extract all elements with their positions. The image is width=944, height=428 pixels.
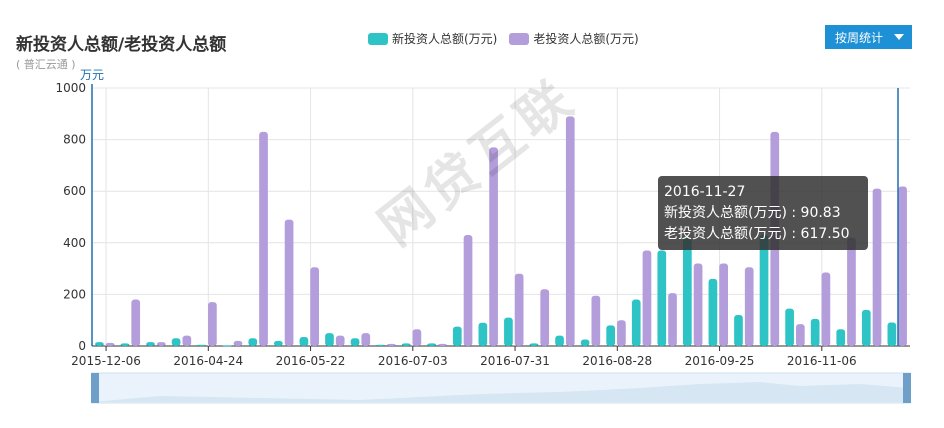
bar-old-investors [233, 340, 243, 346]
bar-new-investors [631, 299, 641, 346]
bar-new-investors [836, 329, 846, 346]
bar-new-investors [734, 315, 743, 346]
y-tick-label: 800 [63, 133, 86, 147]
bar-new-investors [759, 235, 769, 346]
y-tick-label: 400 [63, 236, 86, 250]
x-tick-label: 2015-12-06 [71, 354, 141, 368]
bar-old-investors [719, 263, 728, 346]
tooltip: 2016-11-27 新投资人总额(万元) : 90.83 老投资人总额(万元)… [658, 176, 868, 250]
x-tick-label: 2016-09-25 [685, 354, 755, 368]
legend-label-new: 新投资人总额(万元) [392, 32, 498, 46]
bar-new-investors [810, 318, 820, 346]
legend-item-new[interactable]: 新投资人总额(万元) [368, 30, 497, 47]
chart-subtitle: ( 普汇云通 ) [16, 58, 76, 71]
bar-old-investors [591, 295, 601, 346]
bar-old-investors [744, 267, 754, 346]
bar-new-investors [401, 343, 411, 346]
bar-old-investors [335, 335, 345, 346]
bar-old-investors [105, 342, 115, 346]
bar-new-investors [376, 344, 385, 346]
legend-swatch-new [368, 32, 388, 45]
zoom-handle-left[interactable] [91, 373, 99, 403]
bar-new-investors [478, 322, 488, 346]
bar-old-investors [693, 263, 703, 346]
bar-old-investors [898, 186, 907, 346]
bar-new-investors [785, 308, 794, 346]
bar-new-investors [887, 322, 897, 346]
bar-new-investors [683, 237, 692, 346]
bar-new-investors [504, 317, 513, 346]
bar-new-investors [95, 342, 104, 346]
bar-old-investors [617, 320, 626, 346]
bar-new-investors [427, 343, 437, 346]
bar-old-investors [514, 273, 524, 346]
period-button-label: 按周统计 [835, 30, 884, 45]
x-tick-label: 2016-07-03 [378, 354, 448, 368]
legend-label-old: 老投资人总额(万元) [533, 32, 639, 46]
bar-new-investors [529, 343, 539, 346]
zoom-handle-right[interactable] [903, 373, 911, 403]
bar-old-investors [540, 289, 550, 346]
bar-new-investors [222, 345, 232, 347]
bar-old-investors [310, 267, 319, 346]
bar-new-investors [248, 338, 258, 346]
bar-new-investors [606, 325, 616, 346]
bar-new-investors [350, 338, 360, 346]
bar-old-investors [872, 188, 882, 346]
bar-old-investors [156, 342, 166, 346]
x-tick-label: 2016-07-31 [480, 354, 550, 368]
x-tick-label: 2016-11-06 [787, 354, 857, 368]
bar-old-investors [182, 335, 192, 346]
bar-new-investors [580, 339, 590, 346]
bar-old-investors [438, 343, 447, 346]
y-tick-label: 0 [78, 339, 86, 353]
zoom-slider-preview [92, 382, 910, 402]
bar-new-investors [861, 309, 871, 346]
bar-old-investors [821, 272, 831, 346]
bar-old-investors [668, 293, 677, 346]
bar-new-investors [325, 333, 334, 346]
bar-old-investors [847, 237, 856, 346]
bar-old-investors [284, 219, 294, 346]
bar-old-investors [131, 299, 141, 346]
bar-old-investors [795, 324, 805, 346]
bar-new-investors [197, 344, 207, 346]
bar-old-investors [412, 329, 422, 346]
bar-new-investors [171, 338, 181, 346]
legend-item-old[interactable]: 老投资人总额(万元) [509, 30, 639, 47]
bar-new-investors [452, 326, 462, 346]
tooltip-line-old: 老投资人总额(万元) : 617.50 [664, 226, 850, 242]
bar-new-investors [274, 340, 283, 346]
bar-old-investors [565, 116, 575, 346]
period-dropdown-button[interactable]: 按周统计 [825, 25, 912, 49]
bar-old-investors [386, 343, 396, 346]
bar-new-investors [555, 335, 564, 346]
bar-new-investors [146, 342, 155, 346]
bar-new-investors [120, 343, 130, 346]
bar-new-investors [657, 250, 667, 346]
legend: 新投资人总额(万元) 老投资人总额(万元) [368, 30, 639, 47]
bar-new-investors [708, 278, 718, 346]
bar-new-investors [299, 336, 309, 346]
tooltip-line-new: 新投资人总额(万元) : 90.83 [664, 205, 841, 221]
chevron-down-icon [894, 34, 904, 40]
x-tick-label: 2016-08-28 [582, 354, 652, 368]
bar-old-investors [208, 302, 217, 346]
bar-old-investors [361, 333, 371, 346]
tooltip-date: 2016-11-27 [664, 184, 746, 200]
bar-old-investors [463, 235, 473, 346]
y-tick-label: 1000 [55, 81, 86, 95]
x-tick-label: 2016-05-22 [276, 354, 346, 368]
bar-old-investors [259, 131, 268, 346]
y-tick-label: 600 [63, 184, 86, 198]
chart-title: 新投资人总额/老投资人总额 [16, 35, 227, 55]
y-tick-label: 200 [63, 287, 86, 301]
bar-old-investors [489, 147, 498, 346]
y-axis-unit: 万元 [80, 68, 104, 82]
legend-swatch-old [509, 32, 530, 45]
bar-old-investors [642, 250, 652, 346]
x-tick-label: 2016-04-24 [173, 354, 243, 368]
